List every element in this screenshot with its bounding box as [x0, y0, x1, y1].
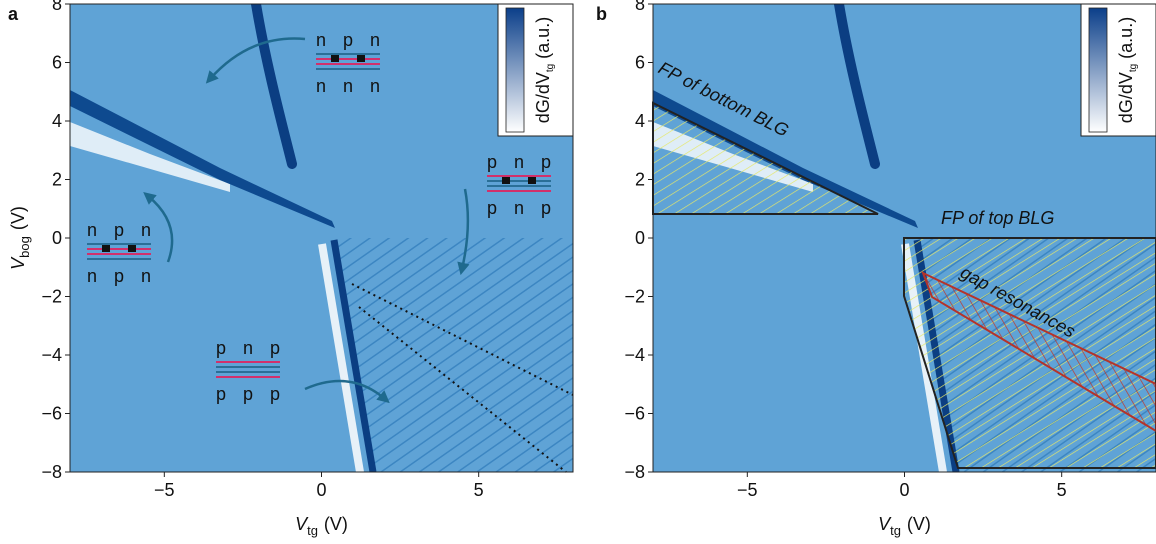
y-tick-label: 4 [52, 111, 62, 131]
unit: (V) [8, 206, 28, 230]
subscript: bog [17, 236, 32, 258]
band-letter: p [343, 30, 353, 50]
y-tick-label: 2 [635, 170, 645, 190]
x-axis-label: Vtg(V) [878, 514, 931, 538]
label: dG/dV [533, 72, 553, 123]
y-tick-label: −4 [624, 345, 645, 365]
y-tick-label: 2 [52, 170, 62, 190]
band-letter: n [316, 30, 326, 50]
band-letter: n [87, 220, 97, 240]
band-letter: p [114, 220, 124, 240]
y-tick-label: −8 [624, 462, 645, 482]
band-letter: n [514, 198, 524, 218]
y-tick-label: −6 [624, 404, 645, 424]
y-tick-label: 8 [635, 0, 645, 14]
band-letter: p [487, 152, 497, 172]
region-label: FP of top BLG [941, 208, 1054, 228]
y-tick-label: −2 [624, 287, 645, 307]
x-tick-label: 5 [474, 480, 484, 500]
y-tick-label: −8 [41, 462, 62, 482]
band-letter: p [270, 384, 280, 404]
x-tick-label: 0 [316, 480, 326, 500]
colorbar [1089, 8, 1107, 132]
band-letter: n [141, 266, 151, 286]
contact [331, 55, 339, 62]
panel-label: a [8, 4, 19, 24]
band-letter: p [243, 384, 253, 404]
band-letter: p [216, 338, 226, 358]
y-tick-label: −6 [41, 404, 62, 424]
band-letter: n [514, 152, 524, 172]
unit: (V) [324, 514, 348, 534]
unit: (a.u.) [533, 17, 553, 59]
y-tick-label: −4 [41, 345, 62, 365]
y-tick-label: 0 [635, 228, 645, 248]
band-letter: n [141, 220, 151, 240]
band-letter: n [370, 76, 380, 96]
unit: (a.u.) [1116, 17, 1136, 59]
panel-label: b [596, 4, 607, 24]
contact [502, 177, 510, 184]
y-tick-label: 6 [635, 53, 645, 73]
subscript: tg [307, 523, 318, 538]
band-letter: p [114, 266, 124, 286]
band-letter: n [370, 30, 380, 50]
band-letter: n [87, 266, 97, 286]
y-tick-label: −2 [41, 287, 62, 307]
y-tick-label: 0 [52, 228, 62, 248]
band-letter: n [343, 76, 353, 96]
x-tick-label: −5 [737, 480, 758, 500]
band-letter: p [541, 152, 551, 172]
contact [528, 177, 536, 184]
y-tick-label: 8 [52, 0, 62, 14]
x-tick-label: 5 [1057, 480, 1067, 500]
contact [102, 245, 110, 252]
subscript: tg [545, 64, 556, 72]
figure: dG/dVtg(a.u.)npnnnnpnppnpnpnnpnpnppppa−5… [0, 0, 1156, 544]
contact [128, 245, 136, 252]
band-letter: p [487, 198, 497, 218]
unit: (V) [907, 514, 931, 534]
colorbar [506, 8, 524, 132]
subscript: tg [1128, 64, 1139, 72]
band-letter: p [541, 198, 551, 218]
x-tick-label: 0 [899, 480, 909, 500]
contact [357, 55, 365, 62]
label: dG/dV [1116, 72, 1136, 123]
x-tick-label: −5 [154, 480, 175, 500]
x-axis-label: Vtg(V) [295, 514, 348, 538]
subscript: tg [890, 523, 901, 538]
y-tick-label: 4 [635, 111, 645, 131]
band-letter: n [243, 338, 253, 358]
y-axis-label: Vbog(V) [8, 206, 32, 270]
y-tick-label: 6 [52, 53, 62, 73]
band-letter: p [216, 384, 226, 404]
band-letter: p [270, 338, 280, 358]
band-letter: n [316, 76, 326, 96]
